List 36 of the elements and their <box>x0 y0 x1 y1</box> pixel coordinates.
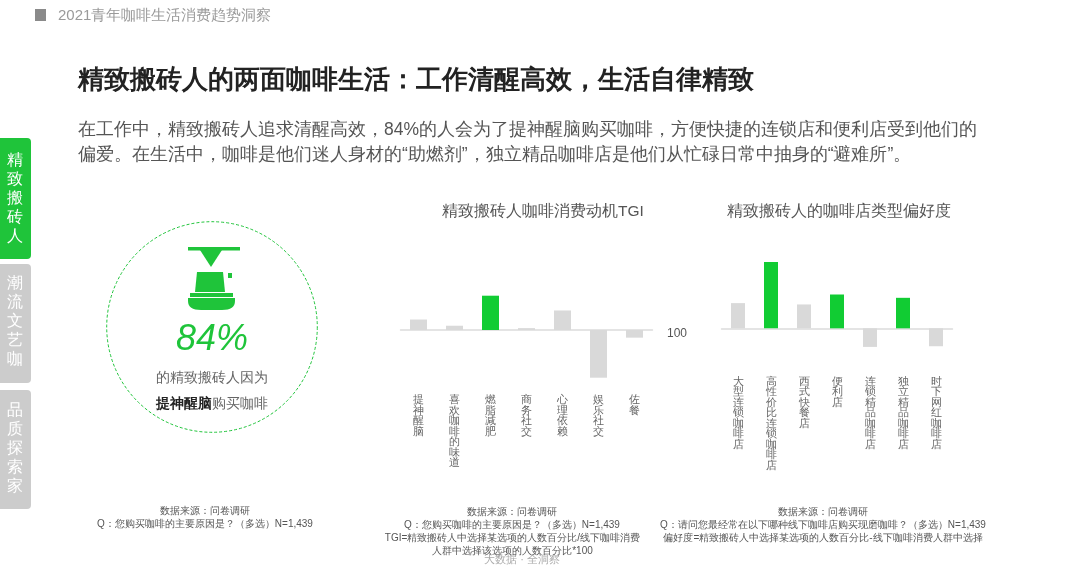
text: 2021青年咖啡生活消费趋势洞察 <box>58 5 272 25</box>
text: Q：您购买咖啡的主要原因是？（多选）N=1,439 <box>403 517 621 531</box>
source-note: 数据来源：问卷调研 <box>777 504 869 518</box>
text: 的精致搬砖人因为 <box>155 369 269 387</box>
sidebar-tab: 精致搬砖人 <box>0 138 31 259</box>
x-tick-label: 西式快餐店 <box>797 374 810 429</box>
x-tick-label: 连锁精品咖啡店 <box>863 374 876 450</box>
source-note: 数据来源：问卷调研 <box>159 504 251 517</box>
chart-title: 精致搬砖人咖啡消费动机TGI <box>442 201 644 219</box>
text: 100 <box>667 325 688 341</box>
x-tick-label: 时下网红咖啡店 <box>930 374 942 450</box>
x-tick-label: 喜欢咖啡的味道 <box>449 393 460 469</box>
x-tick-label: 燃脂减肥 <box>485 393 496 437</box>
text: Q：您购买咖啡的主要原因是？（多选）N=1,439 <box>96 517 314 530</box>
chart-title: 精致搬砖人的咖啡店类型偏好度 <box>727 201 951 219</box>
bar <box>482 295 499 331</box>
text: 精致搬砖人的两面咖啡生活：工作清醒高效，生活自律精致 <box>78 63 754 96</box>
text: Q：请问您最经常在以下哪种线下咖啡店购买现磨咖啡？（多选）N=1,439 <box>659 517 987 531</box>
text: 在工作中，精致搬砖人追求清醒高效，84%的人会为了提神醒脑购买咖啡，方便快捷的连锁店和便利店受到他们的偏爱。在生活中，咖啡是他们迷人身材的“助燃剂”，独立精品咖啡店是他们从忙碌日常中抽身的“避难所”。 <box>78 118 979 166</box>
x-tick-label: 心理依赖 <box>556 393 568 437</box>
text: 84% <box>174 317 250 359</box>
text: TGI=精致搬砖人中选择某选项的人数百分比/线下咖啡消费人群中选择该选项的人数百分比*100 <box>383 530 642 556</box>
x-tick-label: 独立精品咖啡店 <box>897 374 909 450</box>
x-tick-label: 商务社交 <box>521 393 532 437</box>
bar <box>830 294 844 329</box>
bar <box>896 297 910 329</box>
x-tick-label: 娱乐社交 <box>593 393 604 437</box>
category-label: 高性价比连锁咖啡店 <box>765 374 777 471</box>
x-tick-label: 便利店 <box>831 374 843 408</box>
x-tick-label: 佐餐 <box>629 393 640 416</box>
x-tick-label: 大型连锁咖啡店 <box>731 374 744 450</box>
x-tick-label: 提神醒脑 <box>413 393 424 437</box>
text: 购买咖啡 <box>212 396 268 411</box>
bar <box>764 262 778 329</box>
source-note: 数据来源：问卷调研 <box>466 504 558 518</box>
text: 偏好度=精致搬砖人中选择某选项的人数百分比-线下咖啡消费人群中选择 <box>662 530 984 544</box>
